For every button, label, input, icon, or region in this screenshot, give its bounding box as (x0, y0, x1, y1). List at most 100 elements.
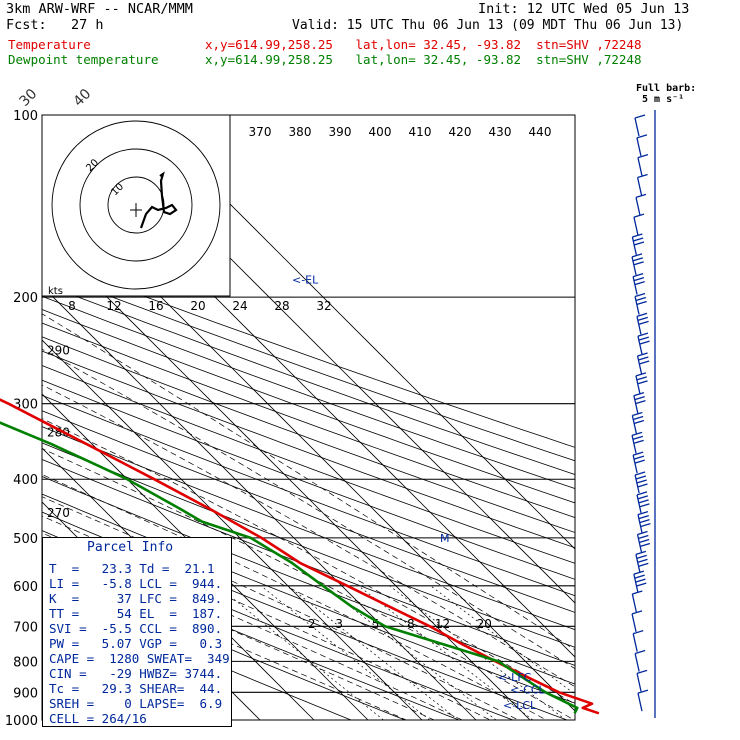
theta-label: 410 (409, 125, 432, 139)
left-axis-label: 280 (47, 426, 70, 440)
wind-barb (633, 392, 646, 414)
theta-label: 400 (369, 125, 392, 139)
isotherm-line (42, 339, 423, 720)
wind-barb-shaft (637, 514, 643, 533)
wind-barb (635, 193, 647, 216)
mixing-ratio-line (217, 585, 384, 720)
mixing-ratio-label: 3 (335, 617, 343, 631)
parcel-info-row: T = 23.3 Td = 21.1 (49, 561, 215, 576)
wind-barb (636, 491, 650, 513)
wind-barb-shaft (632, 633, 638, 652)
wind-barb-flag (633, 213, 645, 218)
dry-adiabat-line (42, 336, 575, 533)
wind-barb-flag (638, 356, 649, 361)
wind-barb-flag (632, 273, 644, 278)
wind-barb-shaft (633, 574, 639, 593)
wind-barb-shaft (634, 296, 640, 315)
hodograph-speed-label: 20 (190, 299, 205, 313)
wind-barb-shaft (636, 673, 642, 692)
temperature-location: x,y=614.99,258.25 lat,lon= 32.45, -93.82… (205, 37, 642, 52)
dry-adiabat-line (42, 295, 575, 489)
parcel-info-row: CAPE = 1280 SWEAT= 349 (49, 651, 230, 666)
wind-barb-flag (633, 419, 645, 425)
hodograph-ring (79, 148, 193, 262)
wind-barb-flag (632, 451, 644, 456)
wind-barb-shaft (633, 217, 639, 236)
dry-adiabat-line (42, 257, 575, 448)
dry-adiabat-line (42, 322, 575, 518)
wind-barb-flag (639, 340, 650, 345)
theta-label: 430 (489, 125, 512, 139)
wind-barb-flag (639, 503, 650, 508)
wind-barb-flag (633, 241, 645, 246)
wind-barb (636, 134, 648, 156)
dry-adiabat-line (42, 458, 575, 666)
barb-legend-title: Full barb: (636, 83, 697, 94)
wind-barb-flag (632, 415, 644, 421)
mixing-ratio-label: 5 (372, 617, 380, 631)
wind-barb (631, 253, 644, 275)
wind-barb-flag (632, 237, 644, 242)
moist-adiabat-line (42, 547, 435, 720)
hodograph-trace (139, 171, 178, 229)
ccl-label: <-CCL (510, 683, 546, 696)
wind-barb (634, 292, 647, 315)
hodograph-ring (51, 120, 221, 290)
moist-adiabat-line (42, 496, 519, 720)
wind-barb-flag (637, 483, 648, 488)
pressure-label: 200 (13, 291, 38, 306)
isotherm-line (42, 393, 369, 720)
theta-label: 440 (529, 125, 552, 139)
wind-barb-flag (636, 376, 647, 381)
lfc-label: <-LFC (498, 671, 532, 684)
mixing-ratio-label: 8 (407, 617, 415, 631)
wind-barb (636, 312, 649, 335)
wind-barb-shaft (631, 236, 638, 256)
wind-barb (636, 530, 651, 553)
moist-adiabat-line (42, 348, 575, 670)
theta-label: 420 (449, 125, 472, 139)
wind-barb-flag (637, 530, 648, 536)
wind-barb-shaft (631, 613, 637, 632)
wind-barb-flag (632, 435, 644, 440)
wind-barb-shaft (631, 593, 637, 613)
mixing-ratio-label: 20 (477, 617, 492, 631)
wind-barb-shaft (631, 435, 637, 454)
isotherm-line (42, 231, 531, 720)
hodograph-speed-label: 32 (316, 299, 331, 313)
theta-label: 390 (329, 125, 352, 139)
dry-adiabat-line (42, 309, 575, 504)
wind-barb-flag (637, 173, 648, 179)
wind-barb-flag (635, 193, 647, 198)
wind-barb (637, 689, 649, 712)
wind-barb-flag (633, 455, 645, 460)
wind-barb (635, 372, 648, 394)
wind-barb (636, 173, 648, 196)
wind-barb-flag (635, 372, 647, 377)
wind-barb (636, 352, 650, 375)
left-axis-label: 270 (47, 506, 70, 520)
wind-barb-flag (637, 352, 648, 357)
dry-adiabat-line (42, 282, 575, 475)
wind-barb (637, 511, 651, 533)
wind-barb-flag (639, 519, 650, 524)
mixing-ratio-line (389, 585, 567, 720)
dry-adiabat-line (42, 379, 575, 580)
wind-barb-flag (634, 281, 645, 286)
dewpoint-profile (0, 421, 579, 714)
wind-barb (631, 431, 644, 454)
wind-barb-flag (636, 300, 647, 306)
pressure-label: 800 (13, 655, 38, 670)
moist-adiabat-line (42, 418, 575, 705)
wind-barb-flag (635, 400, 646, 405)
wind-barb-flag (631, 610, 643, 615)
wind-barb (635, 550, 649, 573)
wind-barb-flag (637, 558, 648, 563)
parcel-info-row: Tc = 29.3 SHEAR= 44. (49, 681, 223, 696)
parcel-info-row: SVI = -5.5 CCL = 890. (49, 621, 223, 636)
pressure-label: 400 (13, 473, 38, 488)
pressure-label: 900 (13, 686, 38, 701)
wind-barb-shaft (636, 316, 642, 335)
wind-barb-flag (638, 562, 649, 567)
parcel-info-row: K = 37 LFC = 849. (49, 591, 223, 606)
